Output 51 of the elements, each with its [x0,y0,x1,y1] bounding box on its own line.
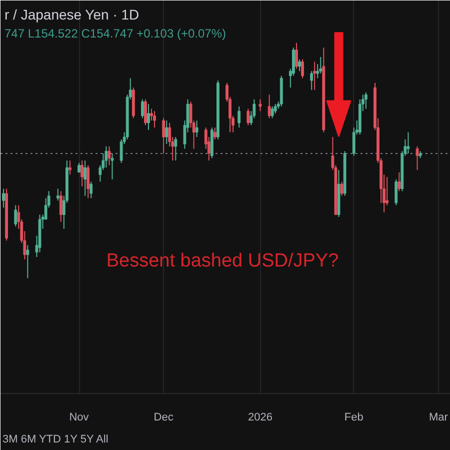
annotation: Bessent bashed USD/JPY? [106,250,339,272]
candlestick [406,132,410,154]
candlestick [110,152,114,180]
candlestick [84,160,87,196]
x-tick-label: Nov [69,412,90,424]
candlestick [213,127,216,140]
candlestick [56,188,60,202]
candlestick [80,160,84,187]
candlestick [78,162,80,173]
candlestick [68,160,72,176]
candlestick [386,176,389,206]
chart-subtitle: 747 L154.522 C154.747 +0.103 (+0.07%) [4,26,226,40]
candlestick [295,42,298,70]
x-tick-label: Mar [428,412,448,424]
candlestick [270,106,274,119]
candlestick [108,146,111,166]
candlestick [14,204,18,227]
x-tick-label: Dec [154,412,174,424]
candlestick [153,110,156,128]
candlestick [165,120,168,145]
candlestick [319,56,322,74]
candlestick [340,181,344,196]
candlestick [238,106,241,128]
candlestick [195,120,198,138]
candlestick [258,98,262,112]
candlestick [104,146,108,168]
candlestick [301,58,304,79]
candlestick [26,244,30,279]
chart-title: r / Japanese Yen · 1D [4,6,140,22]
candlestick [416,146,419,170]
candlestick [90,181,93,199]
candlestick [86,164,90,199]
candlestick [147,104,150,130]
candlestick [2,188,5,208]
candlestick [364,92,368,110]
candlestick [274,104,277,114]
x-tick-label: Feb [344,412,364,424]
text: 3M 6M YTD 1Y 5Y All [2,434,108,446]
candlestick [398,172,401,192]
x-tick-label: 2026 [248,412,272,424]
candlestick [310,70,314,90]
candlestick [298,58,301,72]
candlestick [174,136,178,162]
candlestick [268,94,271,119]
candlestick [394,178,398,206]
candlestick [313,61,316,90]
candlestick [144,98,147,126]
candlestick [246,108,250,126]
candlestick [59,190,62,222]
candlestick [162,118,166,154]
candlestick [140,98,144,119]
